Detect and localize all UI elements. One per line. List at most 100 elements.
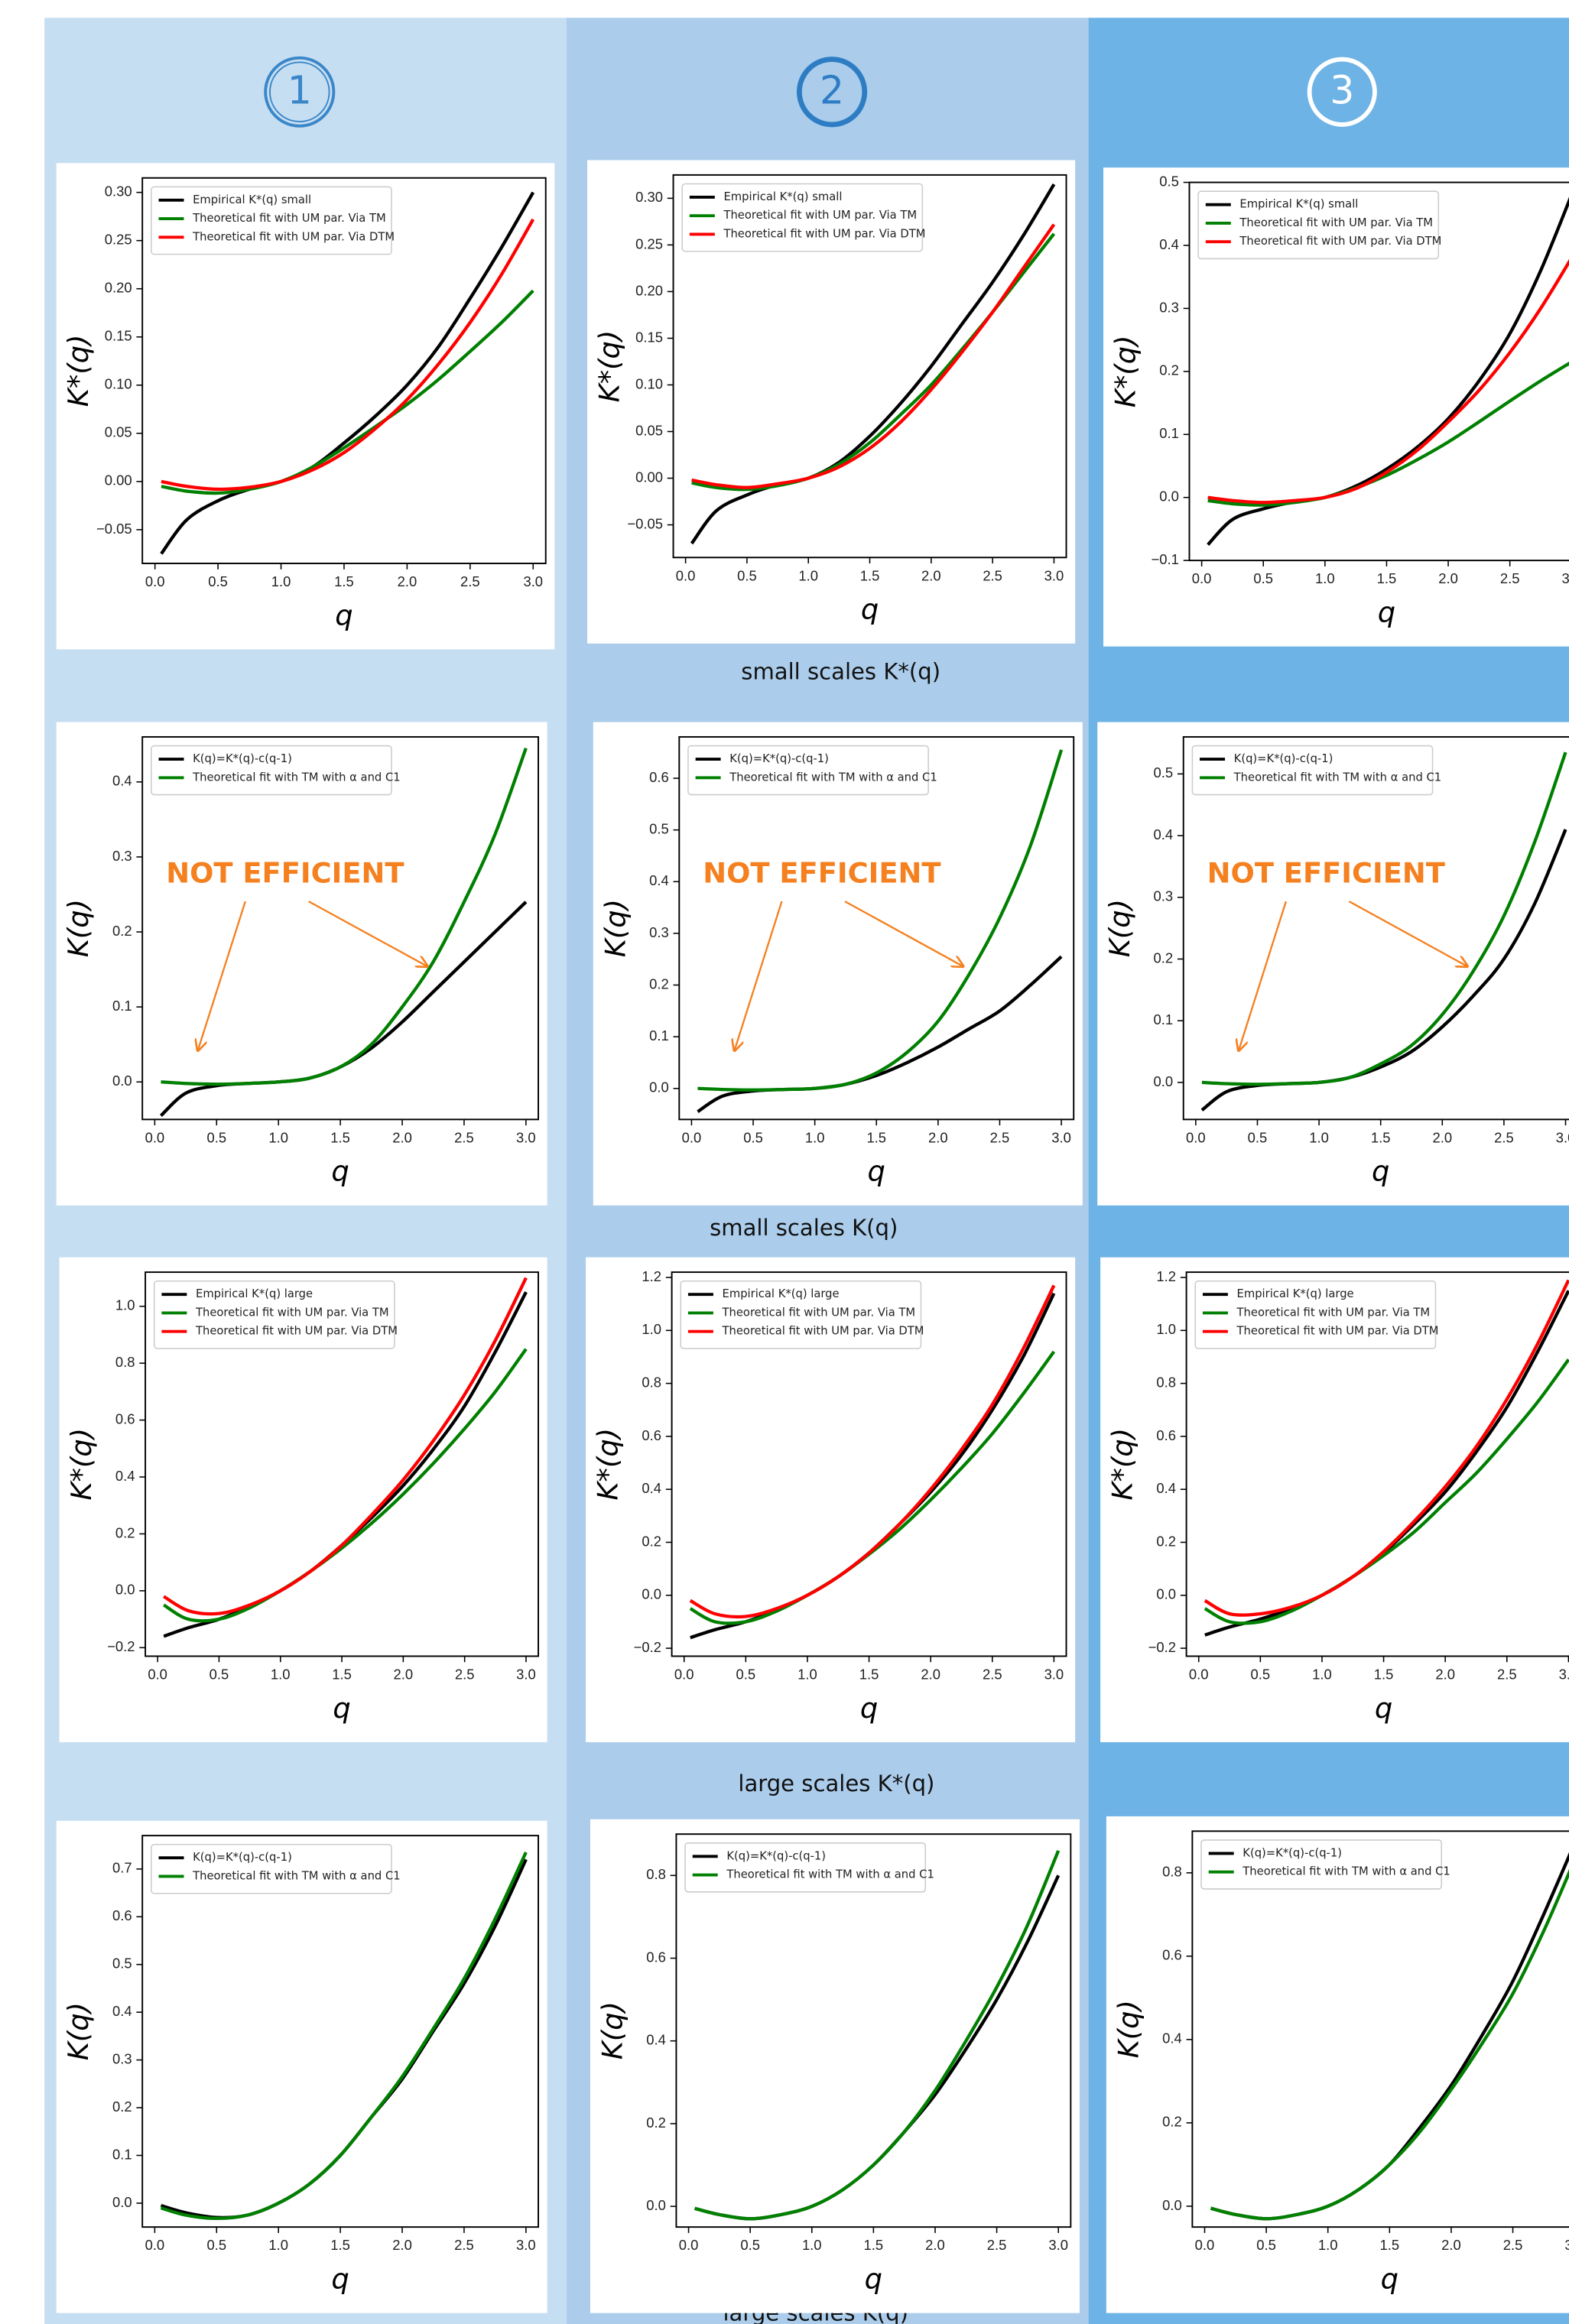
x-axis-label: q — [865, 2262, 882, 2295]
chart: −0.1 0.0 0.1 0.2 0.3 0.4 0.5 0.0 0.5 1.0 1.5 2.0 2.5… — [1103, 167, 1569, 647]
y-tick-label: 0.25 — [105, 232, 132, 248]
y-tick-label: 0.0 — [115, 1582, 135, 1598]
y-tick-label: −0.2 — [1148, 1639, 1176, 1655]
x-tick-label: 3.0 — [1564, 2237, 1569, 2253]
x-axis-label: q — [1375, 1692, 1392, 1725]
chart-panel — [1097, 722, 1569, 1206]
x-tick-label: 2.0 — [925, 2237, 945, 2253]
legend-label: Empirical K*(q) small — [723, 190, 842, 203]
x-tick-label: 2.5 — [1494, 1129, 1514, 1145]
y-tick-label: 0.6 — [112, 1907, 132, 1923]
plot-frame — [672, 174, 1067, 559]
x-tick-label: 2.5 — [983, 567, 1002, 583]
y-axis-label: K*(q) — [593, 330, 626, 403]
legend-label: Theoretical fit with TM with α and C1 — [192, 1869, 400, 1882]
y-tick-label: 0.4 — [649, 872, 669, 888]
x-axis-label: q — [335, 599, 352, 631]
y-tick-label: 0.6 — [1156, 1427, 1176, 1443]
legend-label: Theoretical fit with UM par. Via DTM — [192, 230, 395, 243]
y-tick-label: 0.4 — [112, 773, 132, 789]
y-tick-label: −0.2 — [634, 1639, 661, 1655]
y-tick-label: 0.2 — [112, 923, 132, 939]
x-tick-label: 0.0 — [679, 2237, 699, 2253]
y-tick-label: 0.4 — [1156, 1480, 1176, 1496]
plot-frame — [1191, 1830, 1569, 2228]
legend-label: Empirical K*(q) large — [1237, 1287, 1354, 1300]
plot-frame — [1182, 735, 1569, 1121]
annotation-arrow — [198, 901, 246, 1050]
legend-box — [1197, 190, 1440, 260]
legend-label: Theoretical fit with UM par. Via TM — [722, 1306, 916, 1319]
data-line — [697, 749, 1064, 1092]
legend-label: Theoretical fit with UM par. Via TM — [1239, 216, 1433, 229]
legend-box — [151, 1843, 392, 1894]
x-tick-label: 2.0 — [1435, 1667, 1455, 1683]
y-axis-label: K(q) — [1103, 899, 1136, 957]
y-tick-label: 0.10 — [105, 376, 132, 392]
plot-frame — [1185, 1271, 1569, 1657]
x-tick-label: 1.0 — [1312, 1667, 1332, 1683]
x-tick-label: 2.0 — [1441, 2237, 1461, 2253]
y-tick-label: 0.00 — [105, 472, 132, 488]
x-tick-label: 2.0 — [398, 573, 417, 589]
x-tick-label: 2.5 — [990, 1129, 1010, 1145]
legend-label: Theoretical fit with UM par. Via TM — [192, 212, 386, 225]
y-tick-label: 0.5 — [1154, 764, 1174, 781]
row-caption: small scales K(q) — [710, 1215, 898, 1241]
x-tick-label: 3.0 — [523, 573, 543, 589]
chart: 0.0 0.2 0.4 0.6 0.8 0.0 0.5 1.0 1.5 2.0 2.5 3.0 q K(q… — [1106, 1816, 1569, 2313]
x-tick-label: 3.0 — [1048, 2237, 1068, 2253]
data-line — [161, 218, 535, 492]
legend-label: K(q)=K*(q)-c(q-1) — [193, 752, 292, 765]
annotation: NOT EFFICIENT — [166, 857, 404, 890]
data-line — [161, 289, 534, 495]
y-tick-label: 0.5 — [649, 821, 669, 837]
x-tick-label: 2.0 — [1432, 1129, 1452, 1145]
chart: 0.0 0.1 0.2 0.3 0.4 0.5 0.6 0.7 0.0 0.5 1.0 1.5 2.0 2… — [56, 1820, 547, 2313]
x-tick-label: 3.0 — [1559, 1667, 1569, 1683]
y-tick-label: 0.2 — [642, 1533, 661, 1549]
y-tick-label: 0.4 — [1162, 2030, 1182, 2046]
y-tick-label: 0.0 — [112, 2194, 132, 2210]
data-line — [161, 747, 528, 1086]
legend-box — [680, 1280, 922, 1349]
y-tick-label: 0.5 — [112, 1956, 132, 1972]
plot-frame — [145, 1271, 540, 1657]
data-line — [691, 223, 1056, 489]
y-tick-label: 0.4 — [112, 2003, 132, 2019]
y-tick-label: 0.0 — [642, 1586, 661, 1602]
x-tick-label: 3.0 — [516, 1667, 536, 1683]
y-tick-label: 0.8 — [1156, 1374, 1176, 1390]
x-tick-label: 2.0 — [921, 1667, 940, 1683]
y-tick-label: 0.4 — [115, 1468, 135, 1484]
y-tick-label: 0.8 — [115, 1354, 135, 1370]
legend-label: Theoretical fit with UM par. Via DTM — [723, 227, 925, 240]
x-tick-label: 3.0 — [1044, 1667, 1064, 1683]
y-axis-label: K(q) — [62, 899, 95, 957]
x-tick-label: 0.0 — [676, 567, 696, 583]
y-tick-label: 0.1 — [1159, 425, 1179, 441]
data-line — [689, 1284, 1056, 1619]
x-tick-label: 2.0 — [392, 2237, 412, 2253]
x-tick-label: 2.5 — [987, 2237, 1007, 2253]
legend-label: Empirical K*(q) small — [1239, 198, 1358, 211]
badge-ring — [264, 56, 336, 128]
y-tick-label: −0.1 — [1152, 551, 1179, 567]
x-tick-label: 1.0 — [268, 2237, 288, 2253]
legend-box — [684, 1842, 927, 1893]
column-badge: 3 — [1307, 57, 1377, 127]
y-tick-label: 0.25 — [635, 235, 663, 252]
annotation: NOT EFFICIENT — [703, 857, 940, 890]
y-tick-label: 0.10 — [635, 375, 663, 391]
plot-frame — [141, 735, 540, 1121]
y-tick-label: −0.05 — [96, 521, 132, 537]
x-tick-label: 0.5 — [743, 1129, 763, 1145]
x-tick-label: 0.5 — [1248, 1129, 1268, 1145]
y-tick-label: 0.30 — [635, 189, 663, 205]
x-axis-label: q — [331, 1155, 349, 1188]
x-tick-label: 2.5 — [1500, 570, 1520, 586]
y-tick-label: 0.8 — [642, 1374, 661, 1390]
